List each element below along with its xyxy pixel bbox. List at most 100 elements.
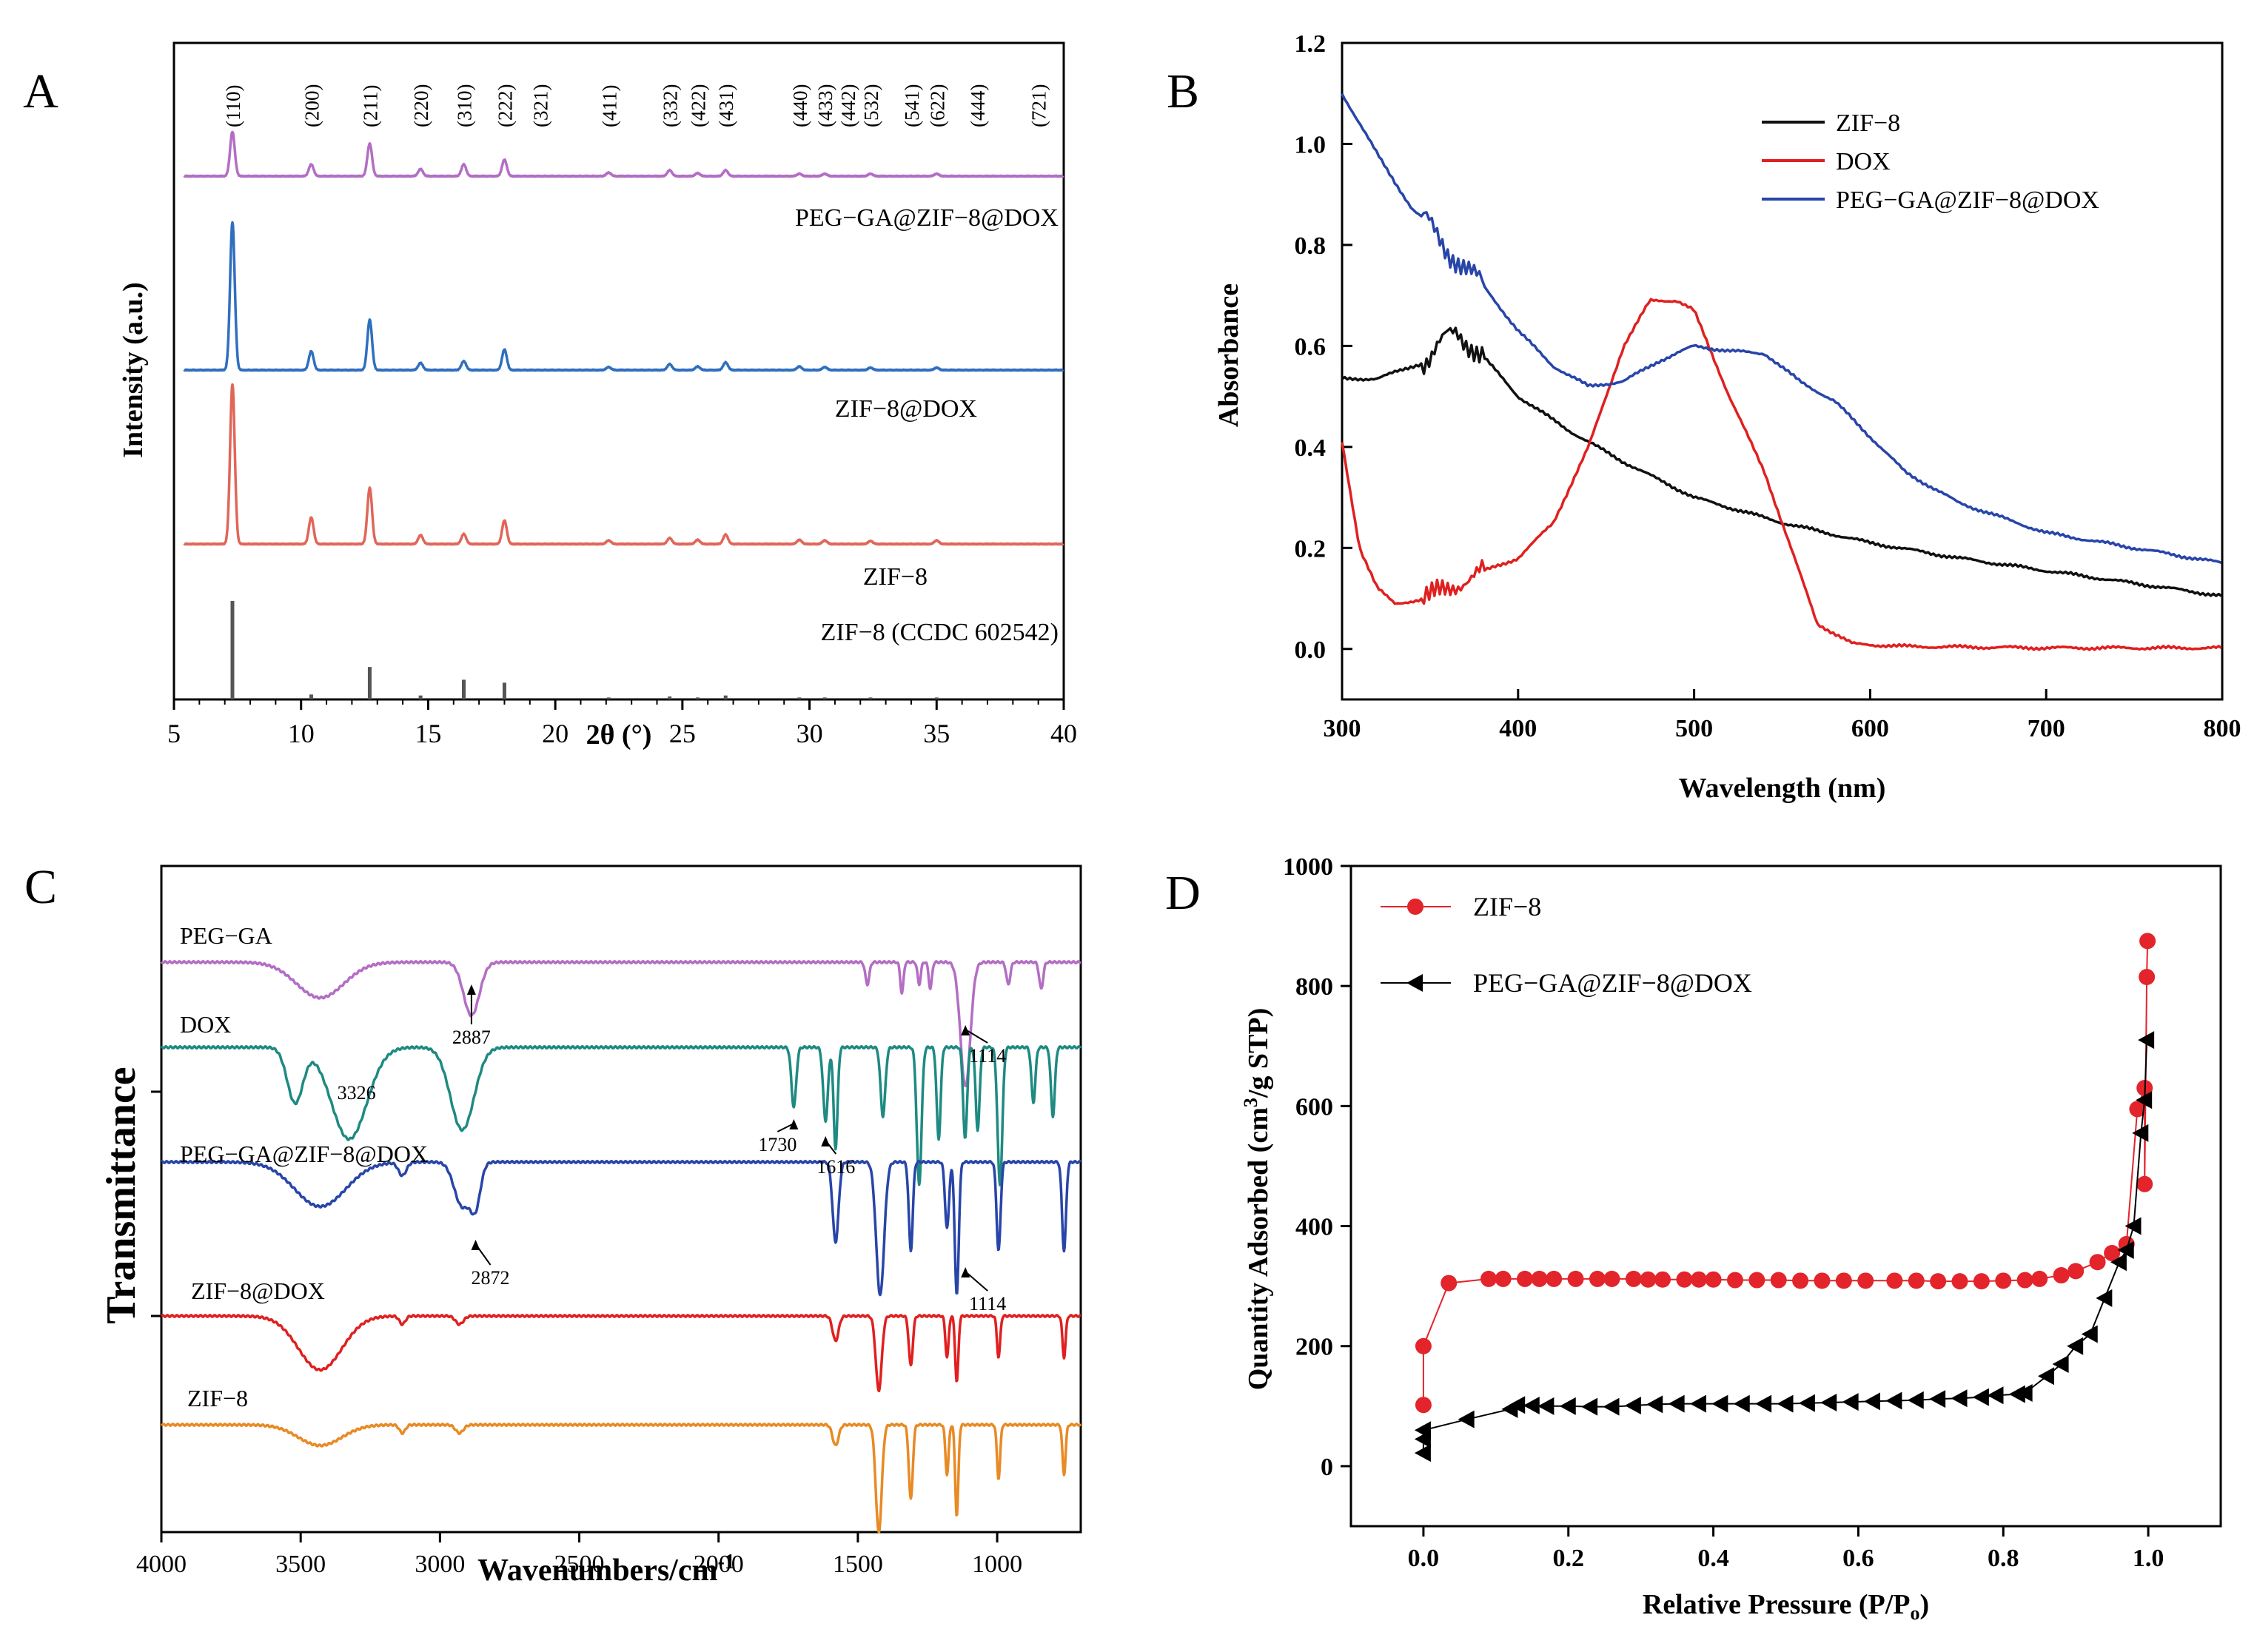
data-point-triangle — [1458, 1410, 1475, 1428]
series-label-a: ZIF−8 (CCDC 602542) — [821, 619, 1059, 646]
data-point-triangle — [2052, 1355, 2069, 1374]
data-point-circle — [2104, 1245, 2121, 1262]
series-label-c: ZIF−8 — [187, 1385, 248, 1411]
series-label-c: DOX — [180, 1011, 231, 1038]
data-point-triangle — [1885, 1391, 1902, 1410]
data-point-circle — [1589, 1270, 1606, 1287]
y-tick-label-b: 0.0 — [1295, 637, 1327, 664]
data-point-triangle — [2016, 1383, 2033, 1402]
hkl-label: (532) — [860, 84, 882, 127]
data-point-circle — [1495, 1270, 1512, 1287]
x-tick-label-b: 700 — [2028, 715, 2065, 742]
data-point-triangle — [1777, 1394, 1794, 1413]
data-point-triangle — [1537, 1397, 1555, 1415]
data-point-triangle — [1929, 1390, 1946, 1408]
data-point-circle — [1930, 1273, 1947, 1290]
series-label-c: PEG−GA@ZIF−8@DOX — [180, 1141, 428, 1167]
arrow-head — [821, 1136, 831, 1146]
series-label-c: ZIF−8@DOX — [191, 1277, 325, 1304]
data-point-triangle — [1755, 1394, 1772, 1413]
data-point-circle — [1691, 1271, 1707, 1288]
data-point-circle — [2053, 1267, 2070, 1284]
data-point-circle — [2031, 1270, 2048, 1287]
peak-annotation: 2872 — [472, 1267, 510, 1289]
y-tick-label-d: 800 — [1295, 973, 1333, 1001]
x-tick-label-b: 400 — [1499, 715, 1537, 742]
x-tick-label-d: 0.8 — [1988, 1545, 2019, 1572]
data-point-triangle — [1690, 1394, 1706, 1413]
data-point-circle — [1857, 1272, 1874, 1289]
hkl-label: (310) — [454, 84, 476, 127]
hkl-label: (721) — [1028, 84, 1050, 127]
data-point-triangle — [1733, 1394, 1750, 1413]
ftir-line-4 — [161, 1423, 1082, 1534]
panel-letter-d: D — [1165, 866, 1201, 920]
legend-label-b: ZIF−8 — [1836, 110, 1900, 137]
data-point-circle — [1908, 1272, 1925, 1289]
data-point-triangle — [1559, 1397, 1576, 1415]
data-point-circle — [1441, 1275, 1458, 1292]
data-point-circle — [1546, 1270, 1563, 1287]
xrd-line-1 — [183, 221, 1064, 372]
x-tick-label-c: 2500 — [554, 1551, 605, 1578]
peak-annotation: 3326 — [338, 1082, 376, 1104]
data-point-circle — [1770, 1272, 1787, 1289]
legend-label-b: PEG−GA@ZIF−8@DOX — [1836, 187, 2099, 214]
x-axis-label-b: Wavelength (nm) — [1679, 773, 1886, 804]
x-axis-label-c: Wavenumbers/cm-1 — [477, 1551, 735, 1588]
hkl-label: (422) — [687, 84, 709, 127]
data-point-triangle — [1987, 1386, 2004, 1405]
data-point-circle — [1480, 1270, 1498, 1287]
arrow-head — [471, 1240, 480, 1250]
isotherm-line-peg — [1422, 1040, 2148, 1454]
x-tick-label-c: 3500 — [275, 1551, 326, 1578]
hkl-label: (431) — [715, 84, 737, 127]
y-axis-label-end: /g STP) — [1243, 1008, 1274, 1098]
data-point-triangle — [1646, 1395, 1663, 1414]
data-point-triangle — [2110, 1253, 2127, 1272]
hkl-label: (433) — [814, 84, 836, 127]
series-label-c: PEG−GA — [180, 922, 272, 949]
data-point-triangle — [1414, 1444, 1431, 1463]
x-tick-label-a: 40 — [1050, 719, 1077, 748]
absorbance-line-1 — [1341, 298, 2222, 651]
data-point-circle — [1415, 1337, 1432, 1354]
arrow-head — [466, 984, 476, 995]
data-point-triangle — [1820, 1393, 1837, 1411]
data-point-circle — [1531, 1270, 1548, 1287]
x-axis-label-d: Relative Pressure (P/Po) — [1643, 1589, 1929, 1624]
data-point-triangle — [2038, 1367, 2054, 1386]
x-axis-label-end: ) — [1919, 1589, 1929, 1620]
y-tick-label-b: 0.6 — [1295, 333, 1327, 360]
absorbance-line-2 — [1341, 93, 2222, 564]
data-point-triangle — [2136, 1091, 2153, 1109]
peak-annotation: 2887 — [452, 1027, 491, 1048]
x-tick-label-c: 3000 — [415, 1551, 465, 1578]
legend-label-d: ZIF−8 — [1473, 892, 1541, 921]
y-tick-label-b: 1.2 — [1295, 30, 1327, 58]
hkl-label: (110) — [222, 85, 244, 127]
data-point-circle — [2136, 1175, 2153, 1192]
legend-label-d: PEG−GA@ZIF−8@DOX — [1473, 968, 1752, 998]
data-point-triangle — [2124, 1217, 2142, 1235]
arrow-head — [961, 1025, 970, 1035]
data-point-circle — [1625, 1270, 1642, 1287]
peak-annotation: 1114 — [969, 1293, 1006, 1314]
y-tick-label-d: 200 — [1295, 1334, 1333, 1361]
data-point-circle — [1951, 1273, 1968, 1290]
data-point-circle — [1995, 1272, 2012, 1289]
data-point-triangle — [1951, 1389, 1968, 1408]
x-axis-label-a: 2θ (°) — [586, 719, 652, 751]
hkl-label: (220) — [410, 84, 432, 127]
data-point-circle — [1567, 1270, 1584, 1287]
plot-frame-a — [172, 41, 1065, 701]
y-tick-label-b: 1.0 — [1295, 131, 1327, 158]
hkl-label: (622) — [926, 84, 948, 127]
data-point-circle — [1603, 1270, 1620, 1287]
hkl-label: (211) — [359, 85, 381, 127]
absorbance-line-0 — [1341, 326, 2222, 597]
y-tick-label-d: 600 — [1295, 1093, 1333, 1121]
y-axis-label-d: Quantity Adsorbed (cm3/g STP) — [1240, 1008, 1274, 1391]
x-tick-label-b: 800 — [2204, 715, 2241, 742]
